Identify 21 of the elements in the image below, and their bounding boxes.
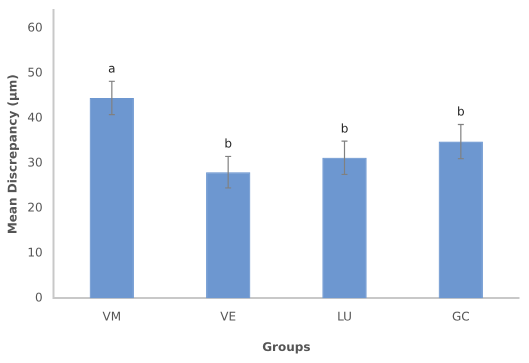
y-tick-label: 20 <box>27 200 43 214</box>
y-tick-label: 50 <box>27 65 43 80</box>
bar <box>206 172 250 298</box>
y-tick-label: 30 <box>27 155 43 170</box>
y-tick-label: 60 <box>27 20 43 34</box>
y-tick-label: 10 <box>27 245 43 260</box>
annotation: b <box>457 104 465 119</box>
x-tick-label: VE <box>220 310 236 324</box>
annotation: b <box>224 136 232 151</box>
annotation: a <box>108 61 116 76</box>
y-tick-label: 0 <box>35 290 43 304</box>
x-tick-label: LU <box>337 310 352 324</box>
annotation: b <box>340 121 348 136</box>
bar <box>322 158 367 298</box>
y-axis-title: Mean Discrepancy (μm) <box>5 74 20 234</box>
x-axis-title: Groups <box>262 340 310 354</box>
x-tick-label: GC <box>452 310 470 324</box>
x-tick-label: VM <box>102 310 122 324</box>
bar <box>90 98 134 298</box>
y-tick-label: 40 <box>27 110 43 124</box>
bar <box>438 142 483 298</box>
